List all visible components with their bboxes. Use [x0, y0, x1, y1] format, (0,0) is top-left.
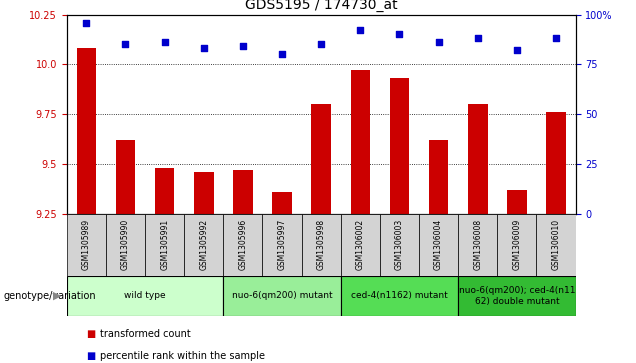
Bar	[497, 214, 536, 276]
Bar	[155, 168, 174, 214]
Bar	[106, 214, 145, 276]
Point	[277, 52, 287, 57]
Bar	[263, 214, 301, 276]
Text: nuo-6(qm200); ced-4(n11
62) double mutant: nuo-6(qm200); ced-4(n11 62) double mutan…	[459, 286, 575, 306]
Text: ■: ■	[86, 351, 95, 361]
Point	[434, 40, 444, 45]
Point	[120, 42, 130, 48]
Text: GSM1306010: GSM1306010	[551, 219, 560, 270]
Bar	[419, 214, 458, 276]
Bar	[536, 214, 576, 276]
Bar	[341, 276, 458, 316]
Text: genotype/variation: genotype/variation	[3, 291, 96, 301]
Bar	[116, 140, 135, 214]
Point	[356, 28, 366, 33]
Bar	[223, 276, 341, 316]
Bar	[272, 192, 292, 214]
Bar	[458, 276, 576, 316]
Text: GSM1306002: GSM1306002	[356, 219, 365, 270]
Point	[394, 32, 404, 37]
Text: GSM1305990: GSM1305990	[121, 219, 130, 270]
Bar	[507, 190, 527, 214]
Bar	[76, 49, 96, 214]
Point	[316, 42, 326, 48]
Bar	[458, 214, 497, 276]
Text: GSM1306004: GSM1306004	[434, 219, 443, 270]
Point	[551, 36, 561, 41]
Bar	[390, 78, 409, 214]
Text: percentile rank within the sample: percentile rank within the sample	[100, 351, 265, 361]
Text: GSM1305996: GSM1305996	[238, 219, 247, 270]
Text: GSM1305992: GSM1305992	[199, 219, 208, 270]
Text: GSM1305991: GSM1305991	[160, 219, 169, 270]
Bar	[380, 214, 419, 276]
Text: GSM1305998: GSM1305998	[317, 219, 326, 270]
Text: GSM1306003: GSM1306003	[395, 219, 404, 270]
Point	[160, 40, 170, 45]
Bar	[312, 104, 331, 214]
Bar	[194, 172, 214, 214]
Text: GSM1305989: GSM1305989	[82, 219, 91, 270]
Text: ced-4(n1162) mutant: ced-4(n1162) mutant	[351, 291, 448, 300]
Point	[198, 46, 209, 52]
Text: GSM1306009: GSM1306009	[513, 219, 522, 270]
Point	[512, 48, 522, 53]
Point	[81, 20, 92, 25]
Bar	[67, 214, 106, 276]
Point	[473, 36, 483, 41]
Text: GSM1306008: GSM1306008	[473, 219, 482, 270]
Text: transformed count: transformed count	[100, 329, 191, 339]
Title: GDS5195 / 174730_at: GDS5195 / 174730_at	[245, 0, 398, 12]
Bar	[429, 140, 448, 214]
Bar	[233, 170, 252, 214]
Text: nuo-6(qm200) mutant: nuo-6(qm200) mutant	[232, 291, 333, 300]
Bar	[223, 214, 263, 276]
Bar	[546, 113, 566, 214]
Bar	[468, 104, 488, 214]
Bar	[145, 214, 184, 276]
Bar	[341, 214, 380, 276]
Text: ■: ■	[86, 329, 95, 339]
Text: ▶: ▶	[53, 291, 62, 301]
Bar	[184, 214, 223, 276]
Bar	[301, 214, 341, 276]
Bar	[67, 276, 223, 316]
Point	[238, 44, 248, 49]
Bar	[350, 70, 370, 214]
Text: GSM1305997: GSM1305997	[277, 219, 287, 270]
Text: wild type: wild type	[124, 291, 166, 300]
